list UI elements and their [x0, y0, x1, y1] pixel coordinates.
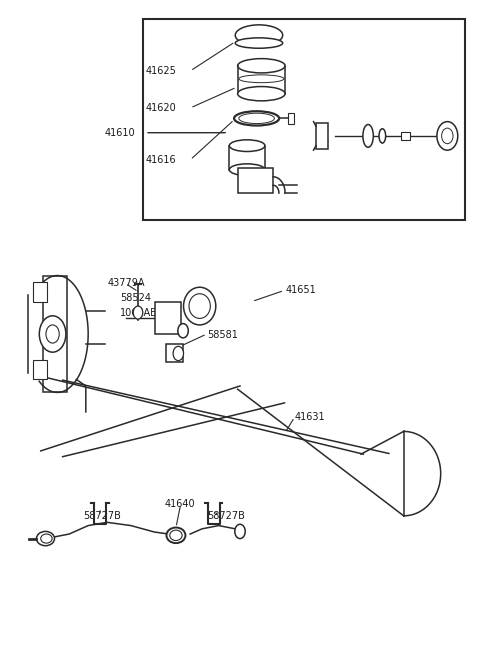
Circle shape [46, 325, 59, 343]
Text: 41625: 41625 [145, 66, 176, 76]
Circle shape [133, 306, 143, 319]
Ellipse shape [379, 129, 385, 143]
Bar [33, 360, 47, 379]
Ellipse shape [238, 59, 285, 73]
Ellipse shape [238, 86, 285, 101]
Ellipse shape [170, 530, 182, 540]
Bar [33, 282, 47, 301]
Ellipse shape [183, 288, 216, 325]
Bar [143, 19, 466, 220]
Text: 41631: 41631 [295, 412, 325, 422]
Bar [155, 301, 180, 334]
Text: 58581: 58581 [207, 330, 238, 341]
Text: 41610: 41610 [105, 128, 136, 138]
Ellipse shape [173, 346, 183, 361]
Bar [316, 123, 328, 149]
Circle shape [437, 122, 458, 150]
Ellipse shape [234, 111, 279, 126]
Circle shape [442, 128, 453, 143]
Ellipse shape [235, 38, 283, 48]
Ellipse shape [235, 25, 283, 46]
Bar [167, 344, 183, 362]
Text: 58727B: 58727B [84, 511, 121, 521]
Ellipse shape [229, 164, 265, 176]
Ellipse shape [229, 140, 265, 151]
Text: 41640: 41640 [164, 499, 195, 509]
Text: 58524: 58524 [120, 293, 152, 303]
Text: 41616: 41616 [145, 155, 176, 165]
Bar [238, 168, 273, 193]
Text: 41620: 41620 [145, 103, 176, 113]
Bar [288, 113, 294, 124]
Ellipse shape [189, 293, 210, 318]
Ellipse shape [178, 324, 188, 338]
Ellipse shape [239, 75, 284, 83]
Bar [43, 276, 67, 392]
Ellipse shape [167, 527, 185, 543]
Circle shape [39, 316, 66, 352]
Text: 1068AB: 1068AB [120, 308, 158, 318]
Ellipse shape [239, 113, 275, 124]
Ellipse shape [235, 524, 245, 538]
Ellipse shape [363, 124, 373, 147]
Ellipse shape [41, 534, 52, 543]
Text: 41651: 41651 [285, 286, 316, 295]
Bar [401, 132, 410, 140]
Ellipse shape [36, 531, 55, 546]
Text: 43779A: 43779A [107, 278, 144, 288]
Text: 58727B: 58727B [207, 511, 245, 521]
